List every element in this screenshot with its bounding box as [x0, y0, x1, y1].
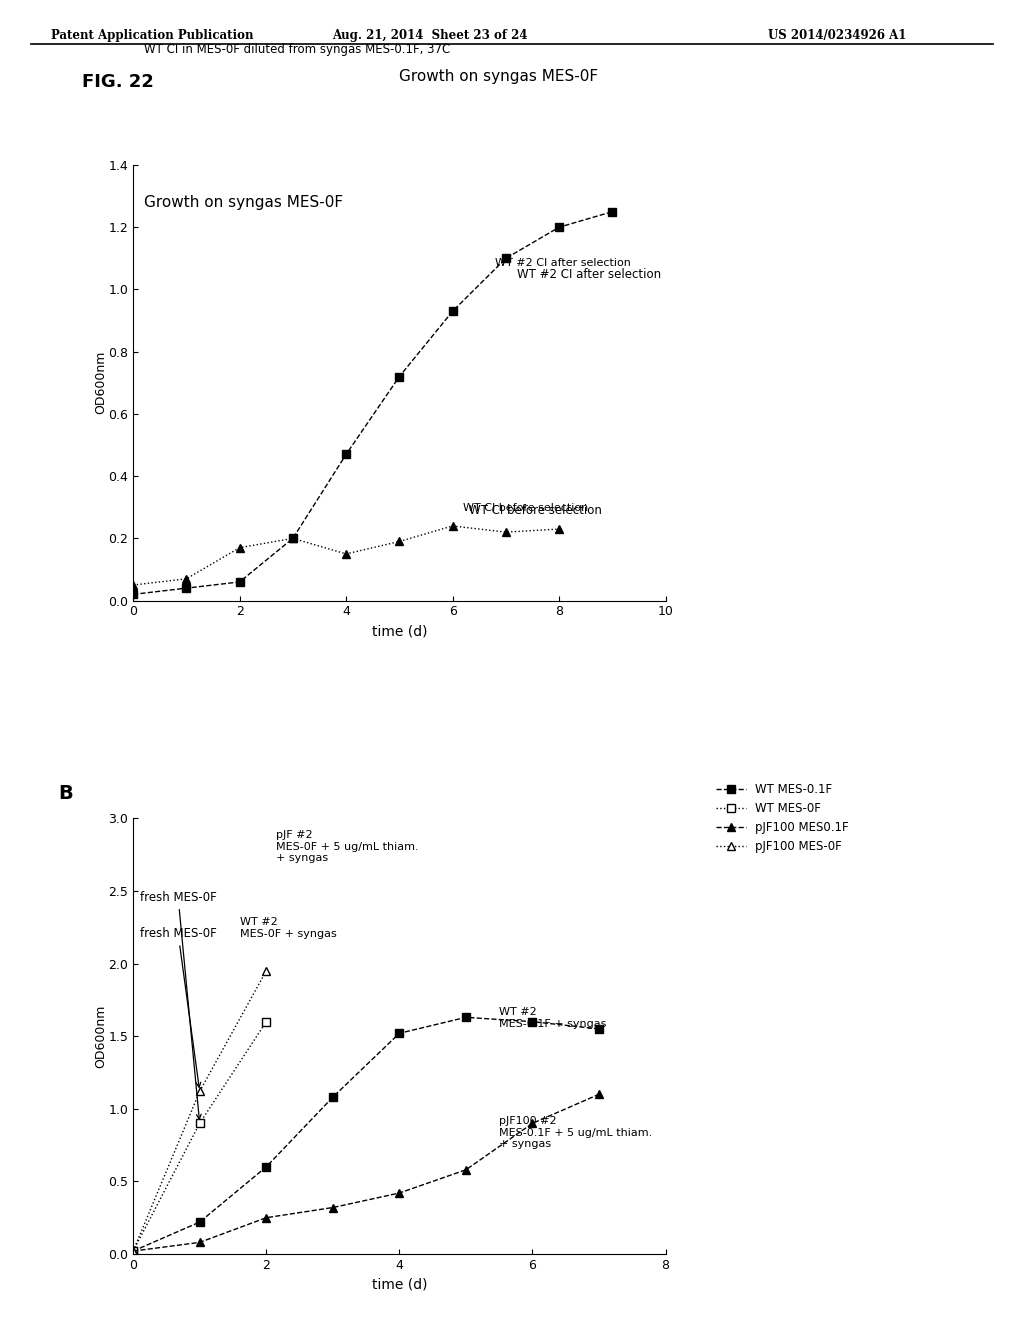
Y-axis label: OD600nm: OD600nm	[94, 1005, 106, 1068]
Text: Growth on syngas MES-0F: Growth on syngas MES-0F	[143, 195, 343, 210]
Legend: WT MES-0.1F, WT MES-0F, pJF100 MES0.1F, pJF100 MES-0F: WT MES-0.1F, WT MES-0F, pJF100 MES0.1F, …	[714, 780, 851, 855]
Text: pJF100 #2
MES-0.1F + 5 ug/mL thiam.
+ syngas: pJF100 #2 MES-0.1F + 5 ug/mL thiam. + sy…	[500, 1115, 652, 1150]
Text: FIG. 22: FIG. 22	[82, 73, 154, 91]
Text: pJF #2
MES-0F + 5 ug/mL thiam.
+ syngas: pJF #2 MES-0F + 5 ug/mL thiam. + syngas	[276, 830, 419, 863]
Text: WT #2 CI after selection: WT #2 CI after selection	[496, 259, 631, 268]
Text: WT CI before selection: WT CI before selection	[463, 503, 589, 513]
Text: fresh MES-0F: fresh MES-0F	[139, 927, 216, 1088]
Text: Aug. 21, 2014  Sheet 23 of 24: Aug. 21, 2014 Sheet 23 of 24	[333, 29, 527, 42]
Text: WT #2
MES-0F + syngas: WT #2 MES-0F + syngas	[240, 917, 336, 939]
X-axis label: time (d): time (d)	[372, 1278, 427, 1291]
Text: WT CI before selection: WT CI before selection	[469, 504, 601, 516]
Text: WT #2 CI after selection: WT #2 CI after selection	[516, 268, 660, 281]
X-axis label: time (d): time (d)	[372, 624, 427, 638]
Text: fresh MES-0F: fresh MES-0F	[139, 891, 216, 1119]
Y-axis label: OD600nm: OD600nm	[94, 351, 106, 414]
Text: Growth on syngas MES-0F: Growth on syngas MES-0F	[399, 69, 598, 84]
Text: B: B	[58, 784, 74, 803]
Text: US 2014/0234926 A1: US 2014/0234926 A1	[768, 29, 906, 42]
Text: WT #2
MES-0.1F + syngas: WT #2 MES-0.1F + syngas	[500, 1007, 606, 1028]
Text: Patent Application Publication: Patent Application Publication	[51, 29, 254, 42]
Text: WT CI in MES-0F diluted from syngas MES-0.1F, 37C: WT CI in MES-0F diluted from syngas MES-…	[143, 44, 450, 55]
